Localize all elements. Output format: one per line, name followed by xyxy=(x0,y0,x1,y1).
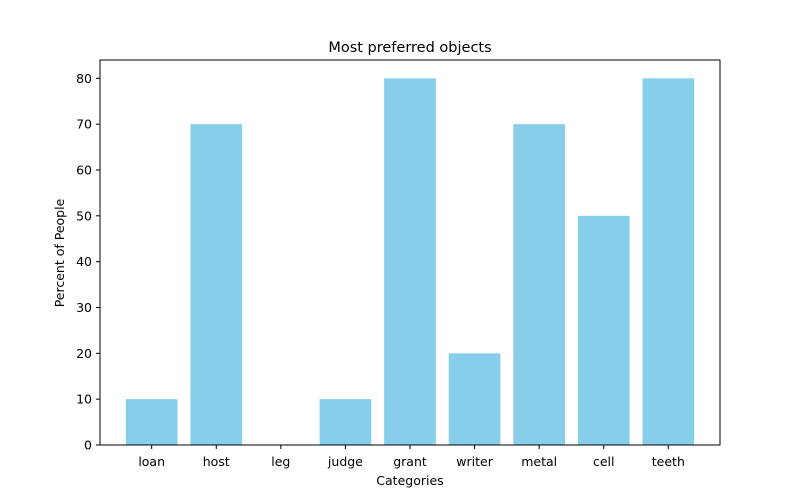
bar-metal xyxy=(513,124,565,446)
x-axis-label: Categories xyxy=(376,473,443,488)
x-tick-label: writer xyxy=(456,454,493,469)
bar-host xyxy=(190,124,243,446)
x-tick-label: cell xyxy=(593,454,615,469)
y-tick-label: 60 xyxy=(76,163,92,178)
y-axis-label: Percent of People xyxy=(52,198,67,307)
x-tick-label: judge xyxy=(327,454,363,469)
chart-title: Most preferred objects xyxy=(328,40,491,56)
y-tick-label: 10 xyxy=(76,392,92,407)
x-tick-label: grant xyxy=(393,454,427,469)
y-tick-label: 0 xyxy=(84,438,92,453)
y-tick-label: 80 xyxy=(76,71,92,86)
y-tick-label: 20 xyxy=(76,346,92,361)
plot-frame xyxy=(99,59,721,446)
bar-judge xyxy=(319,399,372,445)
bar-teeth xyxy=(642,78,695,445)
bar-cell xyxy=(577,215,630,445)
x-tick-label: host xyxy=(203,454,230,469)
x-tick-label: teeth xyxy=(652,454,685,469)
y-tick-label: 50 xyxy=(76,208,92,223)
y-tick-label: 30 xyxy=(76,300,92,315)
bar-loan xyxy=(125,399,178,445)
x-tick-label: leg xyxy=(271,454,290,469)
y-axis-ticks: 0 10 20 30 40 50 60 70 80 xyxy=(76,71,100,453)
y-tick-label: 40 xyxy=(76,254,92,269)
x-tick-label: loan xyxy=(138,454,165,469)
x-axis-ticks: loan host leg judge grant writer metal cell teet… xyxy=(138,445,685,469)
bars-group xyxy=(125,78,695,446)
y-tick-label: 70 xyxy=(76,117,92,132)
x-tick-label: metal xyxy=(521,454,557,469)
bar-writer xyxy=(448,353,501,445)
bar-grant xyxy=(384,78,436,445)
